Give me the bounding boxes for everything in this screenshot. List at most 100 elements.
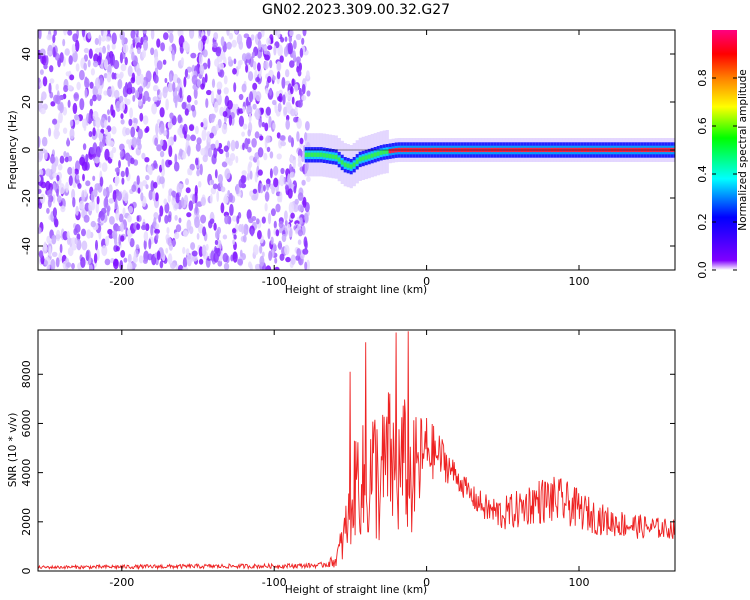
noise-speckle [107, 228, 113, 235]
noise-speckle [158, 214, 162, 223]
noise-speckle [111, 230, 118, 240]
noise-speckle [65, 181, 69, 193]
noise-speckle [217, 88, 222, 95]
noise-speckle [301, 83, 306, 95]
noise-speckle [273, 45, 277, 56]
noise-speckle [86, 229, 92, 239]
colorbar-tick-label: 0.2 [696, 213, 709, 231]
noise-speckle [206, 89, 212, 96]
signal-core [334, 155, 338, 160]
noise-speckle [104, 235, 110, 247]
noise-speckle [277, 102, 282, 113]
noise-speckle [52, 172, 58, 178]
noise-speckle [159, 260, 164, 269]
noise-speckle [92, 94, 97, 102]
noise-speckle [153, 160, 158, 169]
noise-speckle [195, 125, 199, 135]
noise-speckle [104, 148, 110, 161]
noise-speckle [186, 95, 192, 103]
noise-speckle [115, 246, 120, 252]
noise-speckle [105, 134, 111, 146]
noise-speckle [99, 176, 104, 187]
noise-speckle [245, 52, 252, 60]
noise-speckle [185, 178, 189, 186]
noise-speckle [160, 139, 164, 147]
noise-speckle [285, 119, 291, 130]
noise-speckle [241, 53, 247, 62]
noise-speckle [127, 155, 131, 167]
noise-speckle [76, 81, 81, 91]
noise-speckle [200, 122, 204, 128]
noise-speckle [225, 157, 232, 164]
noise-speckle [209, 193, 213, 204]
noise-speckle [292, 159, 296, 170]
noise-speckle [189, 30, 195, 39]
noise-speckle [38, 30, 42, 40]
noise-speckle [93, 252, 98, 264]
noise-speckle [118, 213, 124, 223]
noise-speckle [49, 65, 54, 73]
noise-speckle [295, 33, 302, 41]
noise-speckle [66, 137, 70, 147]
noise-speckle [108, 198, 114, 204]
noise-speckle [50, 259, 56, 270]
noise-speckle [249, 91, 254, 103]
noise-speckle [113, 89, 120, 99]
noise-speckle [59, 52, 64, 63]
noise-speckle [89, 264, 93, 270]
noise-speckle [72, 197, 76, 208]
noise-speckle [88, 48, 93, 59]
spectrogram-x-tick-label: -200 [109, 275, 134, 288]
noise-speckle [233, 82, 237, 93]
noise-speckle [247, 146, 252, 153]
noise-speckle [259, 245, 263, 254]
noise-speckle [106, 88, 113, 97]
noise-speckle [128, 205, 134, 214]
noise-speckle [120, 119, 125, 125]
noise-speckle [94, 77, 101, 90]
noise-speckle [306, 70, 310, 80]
noise-speckle [119, 222, 125, 232]
noise-speckle [249, 263, 253, 270]
noise-speckle [284, 210, 288, 221]
noise-speckle [58, 111, 63, 124]
noise-speckle [143, 39, 148, 51]
noise-speckle [199, 163, 203, 176]
noise-speckle [155, 123, 159, 135]
noise-speckle [306, 90, 311, 97]
noise-speckle [255, 76, 260, 83]
noise-speckle [98, 132, 103, 142]
noise-speckle [194, 216, 200, 229]
noise-speckle [188, 169, 193, 176]
noise-speckle [92, 127, 96, 137]
signal-core [307, 152, 311, 157]
noise-speckle [177, 30, 182, 37]
noise-speckle [106, 72, 112, 83]
noise-speckle [178, 148, 183, 157]
noise-speckle [219, 181, 223, 188]
noise-speckle [246, 209, 252, 220]
colorbar-tick-label: 0.4 [696, 165, 709, 183]
noise-speckle [215, 46, 222, 57]
noise-speckle [293, 40, 297, 50]
noise-speckle [261, 121, 266, 128]
noise-speckle [119, 150, 124, 158]
noise-speckle [41, 136, 48, 147]
noise-speckle [284, 184, 289, 191]
noise-speckle [221, 161, 228, 168]
noise-speckle [55, 229, 61, 242]
noise-speckle [299, 47, 304, 58]
noise-speckle [263, 152, 268, 161]
noise-speckle [118, 73, 123, 80]
noise-speckle [115, 208, 120, 221]
noise-speckle [287, 42, 293, 55]
noise-speckle [235, 66, 239, 77]
spectrogram-x-tick-label: -100 [262, 275, 287, 288]
noise-speckle [237, 258, 244, 266]
noise-speckle [182, 246, 186, 255]
noise-speckle [183, 194, 189, 205]
noise-speckle [144, 157, 150, 163]
noise-speckle [248, 113, 252, 123]
noise-speckle [49, 78, 55, 84]
noise-speckle [111, 42, 116, 50]
